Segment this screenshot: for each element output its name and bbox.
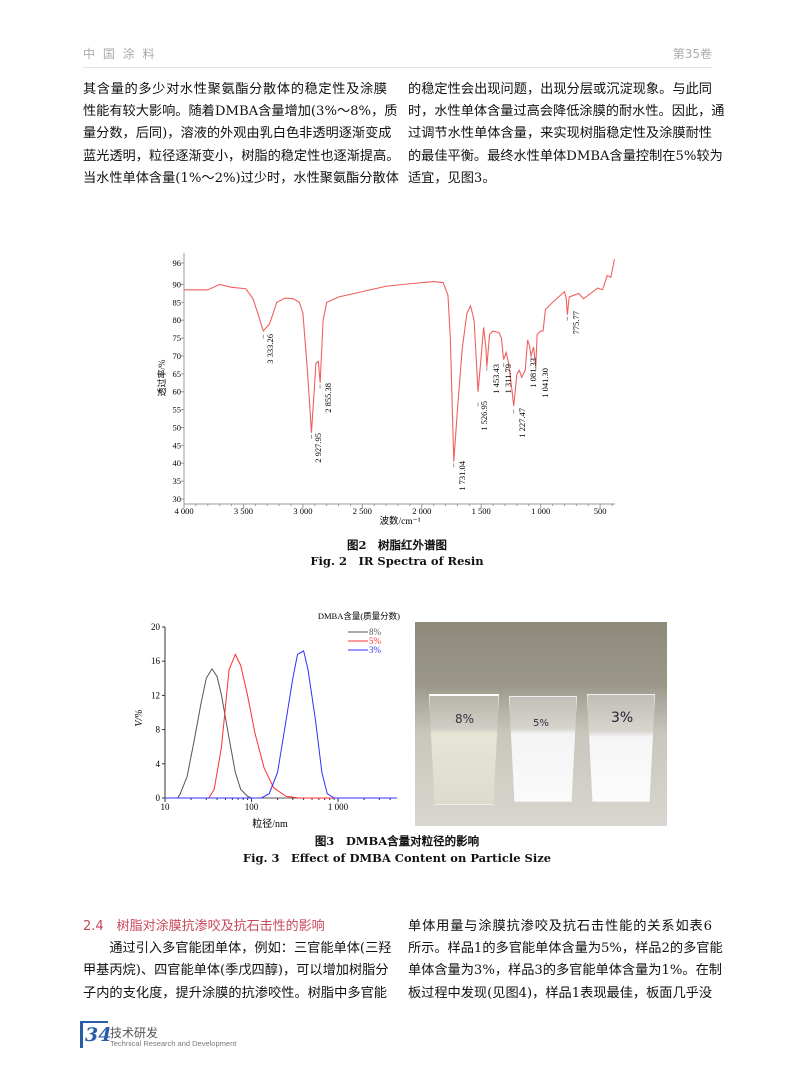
journal-name: 中 国 涂 料 — [83, 47, 157, 61]
x-tick-label: 10 — [161, 802, 171, 812]
y-tick-label: 60 — [173, 387, 182, 397]
right-column-text: 的稳定性会出现问题，出现分层或沉淀现象。与此同 时，水性单体含量过高会降低涂膜的耐… — [408, 79, 725, 190]
x-tick-label: 2 500 — [353, 506, 372, 516]
cup-label: 8% — [455, 712, 475, 726]
peak-label: 2 927.95 — [313, 433, 323, 463]
y-tick-label: 65 — [173, 369, 182, 379]
text-line: 过调节水性单体含量，来实现树脂稳定性及涂膜耐性 — [408, 126, 712, 142]
cup-label: 5% — [533, 718, 549, 729]
y-tick-label: 8 — [156, 725, 161, 735]
footer-section-cn: 技术研发 — [110, 1026, 159, 1040]
peak-label: 1 227.47 — [517, 408, 527, 438]
cup-5-percent — [509, 696, 577, 802]
y-tick-label: 75 — [173, 333, 182, 343]
y-tick-label: 30 — [173, 494, 182, 504]
text-line: 板过程中发现(见图4)，样品1表现最佳，板面几乎没 — [408, 985, 713, 1001]
y-tick-label: 45 — [173, 440, 182, 450]
section-heading: 2.4 树脂对涂膜抗渗咬及抗石击性的影响 — [83, 919, 325, 934]
cup-8-percent — [429, 694, 499, 805]
peak-label: 1 041.30 — [540, 368, 550, 398]
y-tick-label: 70 — [173, 351, 182, 361]
y-tick-label: 4 — [156, 759, 161, 769]
y-axis-label: 透过率/% — [156, 359, 167, 397]
figure3-caption-en: Fig. 3 Effect of DMBA Content on Particl… — [242, 851, 552, 865]
y-tick-label: 12 — [151, 690, 160, 700]
peak-label: 775.77 — [571, 311, 581, 334]
text-line: 单体用量与涂膜抗渗咬及抗石击性能的关系如表6 — [408, 919, 712, 934]
y-tick-label: 90 — [173, 279, 182, 289]
text-line: 当水性单体含量(1%～2%)过少时，水性聚氨酯分散体 — [83, 170, 399, 186]
ir-spectrum-line — [184, 259, 615, 462]
series-line-8pct — [165, 667, 397, 799]
y-tick-label: 80 — [173, 315, 182, 325]
peak-label: 1 081.33 — [528, 358, 538, 388]
x-tick-label: 4 000 — [174, 506, 193, 516]
x-axis-label: 粒径/nm — [252, 817, 288, 830]
x-axis-label: 波数/cm⁻¹ — [379, 515, 420, 527]
series-line-3pct — [165, 650, 397, 799]
cup-3-percent — [587, 694, 655, 802]
particle-size-chart: 10 100 1 000 0 4 8 12 16 20 粒径/nm V/% DMBA含量(质量分数) 8… — [134, 611, 400, 830]
figure3-caption-cn: 图3 DMBA含量对粒径的影响 — [314, 834, 480, 848]
series-line-5pct — [165, 653, 397, 799]
cups-photo: 8% 5% 3% — [415, 622, 667, 826]
footer-rule — [80, 1021, 108, 1023]
y-tick-label: 40 — [173, 458, 182, 468]
x-tick-label: 1 000 — [328, 802, 349, 812]
peak-label: 2 855.38 — [323, 383, 333, 413]
figure2-caption-en: Fig. 2 IR Spectra of Resin — [310, 554, 484, 568]
y-tick-label: 35 — [173, 476, 182, 486]
x-tick-label: 500 — [594, 506, 607, 516]
footer-section-en: Technical Research and Development — [110, 1039, 237, 1048]
peak-label: 1 311.79 — [503, 364, 513, 393]
right-column-bottom: 单体用量与涂膜抗渗咬及抗石击性能的关系如表6 所示。样品1的多官能单体含量为5%，… — [408, 916, 723, 1005]
page-number: 34 — [85, 1024, 112, 1046]
peak-label: 3 333.26 — [265, 334, 275, 364]
y-tick-label: 50 — [173, 422, 182, 432]
x-tick-label: 100 — [245, 802, 259, 812]
cup-label: 3% — [611, 710, 634, 726]
text-line: 蓝光透明，粒径逐渐变小，树脂的稳定性也逐渐提高。 — [83, 148, 400, 164]
y-axis-label: V/% — [134, 709, 145, 726]
peak-label: 1 453.43 — [491, 364, 501, 394]
text-line: 的稳定性会出现问题，出现分层或沉淀现象。与此同 — [408, 82, 712, 97]
text-line: 甲基丙烷)、四官能单体(季戊四醇)，可以增加树脂分 — [83, 963, 389, 979]
legend-label: 8% — [369, 627, 382, 637]
y-tick-label: 16 — [151, 656, 161, 666]
text-line: 性能有较大影响。随着DMBA含量增加(3%～8%，质 — [83, 104, 398, 120]
x-tick-label: 3 000 — [293, 506, 312, 516]
text-line: 适宜，见图3。 — [408, 170, 496, 186]
x-tick-label: 2 000 — [412, 506, 431, 516]
text-line: 通过引入多官能团单体，例如：三官能单体(三羟 — [83, 941, 392, 957]
y-tick-label: 55 — [173, 405, 182, 415]
footer-bar — [80, 1022, 83, 1048]
header-divider — [83, 67, 712, 68]
text-line: 时，水性单体含量过高会降低涂膜的耐水性。因此，通 — [408, 104, 725, 120]
y-tick-label: 0 — [156, 793, 161, 803]
text-line: 其含量的多少对水性聚氨酯分散体的稳定性及涂膜 — [83, 82, 387, 97]
volume-number: 第35卷 — [672, 47, 712, 61]
text-line: 单体含量为3%，样品3的多官能单体含量为1%。在制 — [408, 963, 722, 979]
y-tick-label: 20 — [151, 622, 161, 632]
text-line: 量分数，后同)，溶液的外观由乳白色非透明逐渐变成 — [83, 126, 392, 142]
y-tick-label: 96 — [173, 258, 182, 268]
x-tick-label: 3 500 — [234, 506, 253, 516]
ir-spectrum-chart: 4 000 3 500 3 000 2 500 2 000 1 500 1 000 500 30… — [156, 253, 615, 527]
y-tick-label: 85 — [173, 297, 182, 307]
figure2-caption-cn: 图2 树脂红外谱图 — [346, 538, 447, 552]
legend-label: 5% — [369, 636, 382, 646]
peak-label: 1 526.95 — [479, 401, 489, 431]
legend-title: DMBA含量(质量分数) — [318, 611, 400, 621]
x-tick-label: 1 500 — [472, 506, 491, 516]
left-column-bottom: 2.4 树脂对涂膜抗渗咬及抗石击性的影响 通过引入多官能团单体，例如：三官能单体… — [83, 916, 392, 1005]
left-column-text: 其含量的多少对水性聚氨酯分散体的稳定性及涂膜 性能有较大影响。随着DMBA含量增加… — [83, 79, 400, 190]
peak-label: 1 731.04 — [457, 460, 467, 491]
legend-label: 3% — [369, 645, 382, 655]
text-line: 所示。样品1的多官能单体含量为5%，样品2的多官能 — [408, 941, 723, 957]
x-tick-label: 1 000 — [531, 506, 550, 516]
text-line: 的最佳平衡。最终水性单体DMBA含量控制在5%较为 — [408, 148, 723, 164]
text-line: 子内的支化度，提升涂膜的抗渗咬性。树脂中多官能 — [83, 985, 387, 1001]
